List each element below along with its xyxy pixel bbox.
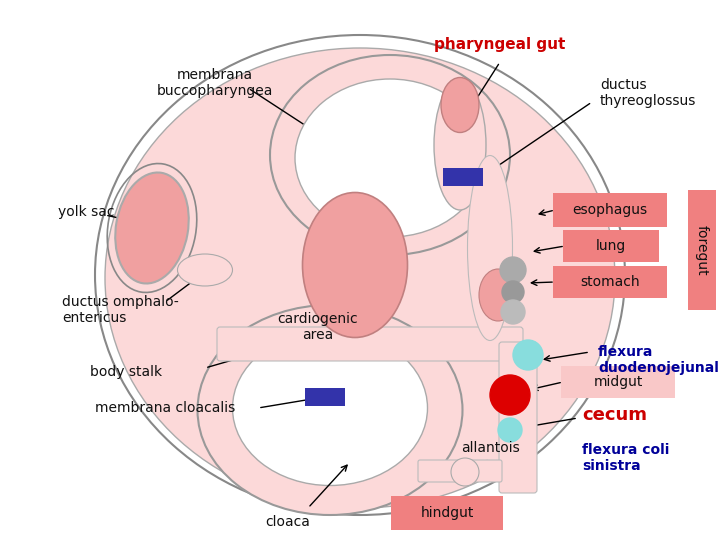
- FancyBboxPatch shape: [561, 366, 675, 398]
- Ellipse shape: [434, 80, 486, 210]
- FancyBboxPatch shape: [688, 190, 716, 310]
- Text: body stalk: body stalk: [90, 365, 162, 379]
- Ellipse shape: [479, 269, 517, 321]
- Text: cloaca: cloaca: [266, 515, 310, 529]
- FancyBboxPatch shape: [443, 168, 483, 186]
- FancyBboxPatch shape: [553, 266, 667, 298]
- Circle shape: [498, 418, 522, 442]
- FancyBboxPatch shape: [553, 193, 667, 227]
- Text: flexura coli
sinistra: flexura coli sinistra: [582, 443, 670, 473]
- Text: ductus
thyreoglossus: ductus thyreoglossus: [600, 78, 696, 108]
- Text: yolk sac: yolk sac: [58, 205, 114, 219]
- FancyBboxPatch shape: [418, 460, 502, 482]
- Ellipse shape: [197, 305, 462, 515]
- Ellipse shape: [467, 156, 513, 341]
- Ellipse shape: [270, 55, 510, 255]
- Text: midgut: midgut: [593, 375, 643, 389]
- Text: flexura
duodenojejunalis: flexura duodenojejunalis: [598, 345, 720, 375]
- FancyBboxPatch shape: [217, 327, 523, 361]
- Circle shape: [490, 375, 530, 415]
- Text: stomach: stomach: [580, 275, 640, 289]
- FancyBboxPatch shape: [305, 388, 345, 406]
- Ellipse shape: [441, 78, 479, 132]
- Circle shape: [502, 281, 524, 303]
- Circle shape: [451, 458, 479, 486]
- FancyBboxPatch shape: [563, 230, 659, 262]
- Ellipse shape: [178, 254, 233, 286]
- Ellipse shape: [105, 48, 615, 508]
- Ellipse shape: [302, 192, 408, 338]
- Text: membrana cloacalis: membrana cloacalis: [95, 401, 235, 415]
- Text: membrana
buccopharyngea: membrana buccopharyngea: [157, 68, 273, 98]
- Circle shape: [500, 257, 526, 283]
- Text: hindgut: hindgut: [420, 506, 474, 520]
- Ellipse shape: [295, 79, 485, 237]
- Text: ductus omphalo-
entericus: ductus omphalo- entericus: [62, 295, 179, 325]
- Text: foregut: foregut: [695, 225, 709, 275]
- Text: pharyngeal gut: pharyngeal gut: [434, 37, 566, 52]
- Text: cardiogenic
area: cardiogenic area: [278, 312, 359, 342]
- Text: allantois: allantois: [461, 441, 519, 455]
- Circle shape: [513, 340, 543, 370]
- Text: cecum: cecum: [582, 406, 647, 424]
- FancyBboxPatch shape: [391, 496, 503, 530]
- Circle shape: [501, 300, 525, 324]
- Text: esophagus: esophagus: [572, 203, 647, 217]
- Ellipse shape: [233, 330, 428, 485]
- Ellipse shape: [95, 35, 625, 515]
- Text: lung: lung: [596, 239, 626, 253]
- FancyBboxPatch shape: [499, 342, 537, 493]
- Ellipse shape: [115, 172, 189, 284]
